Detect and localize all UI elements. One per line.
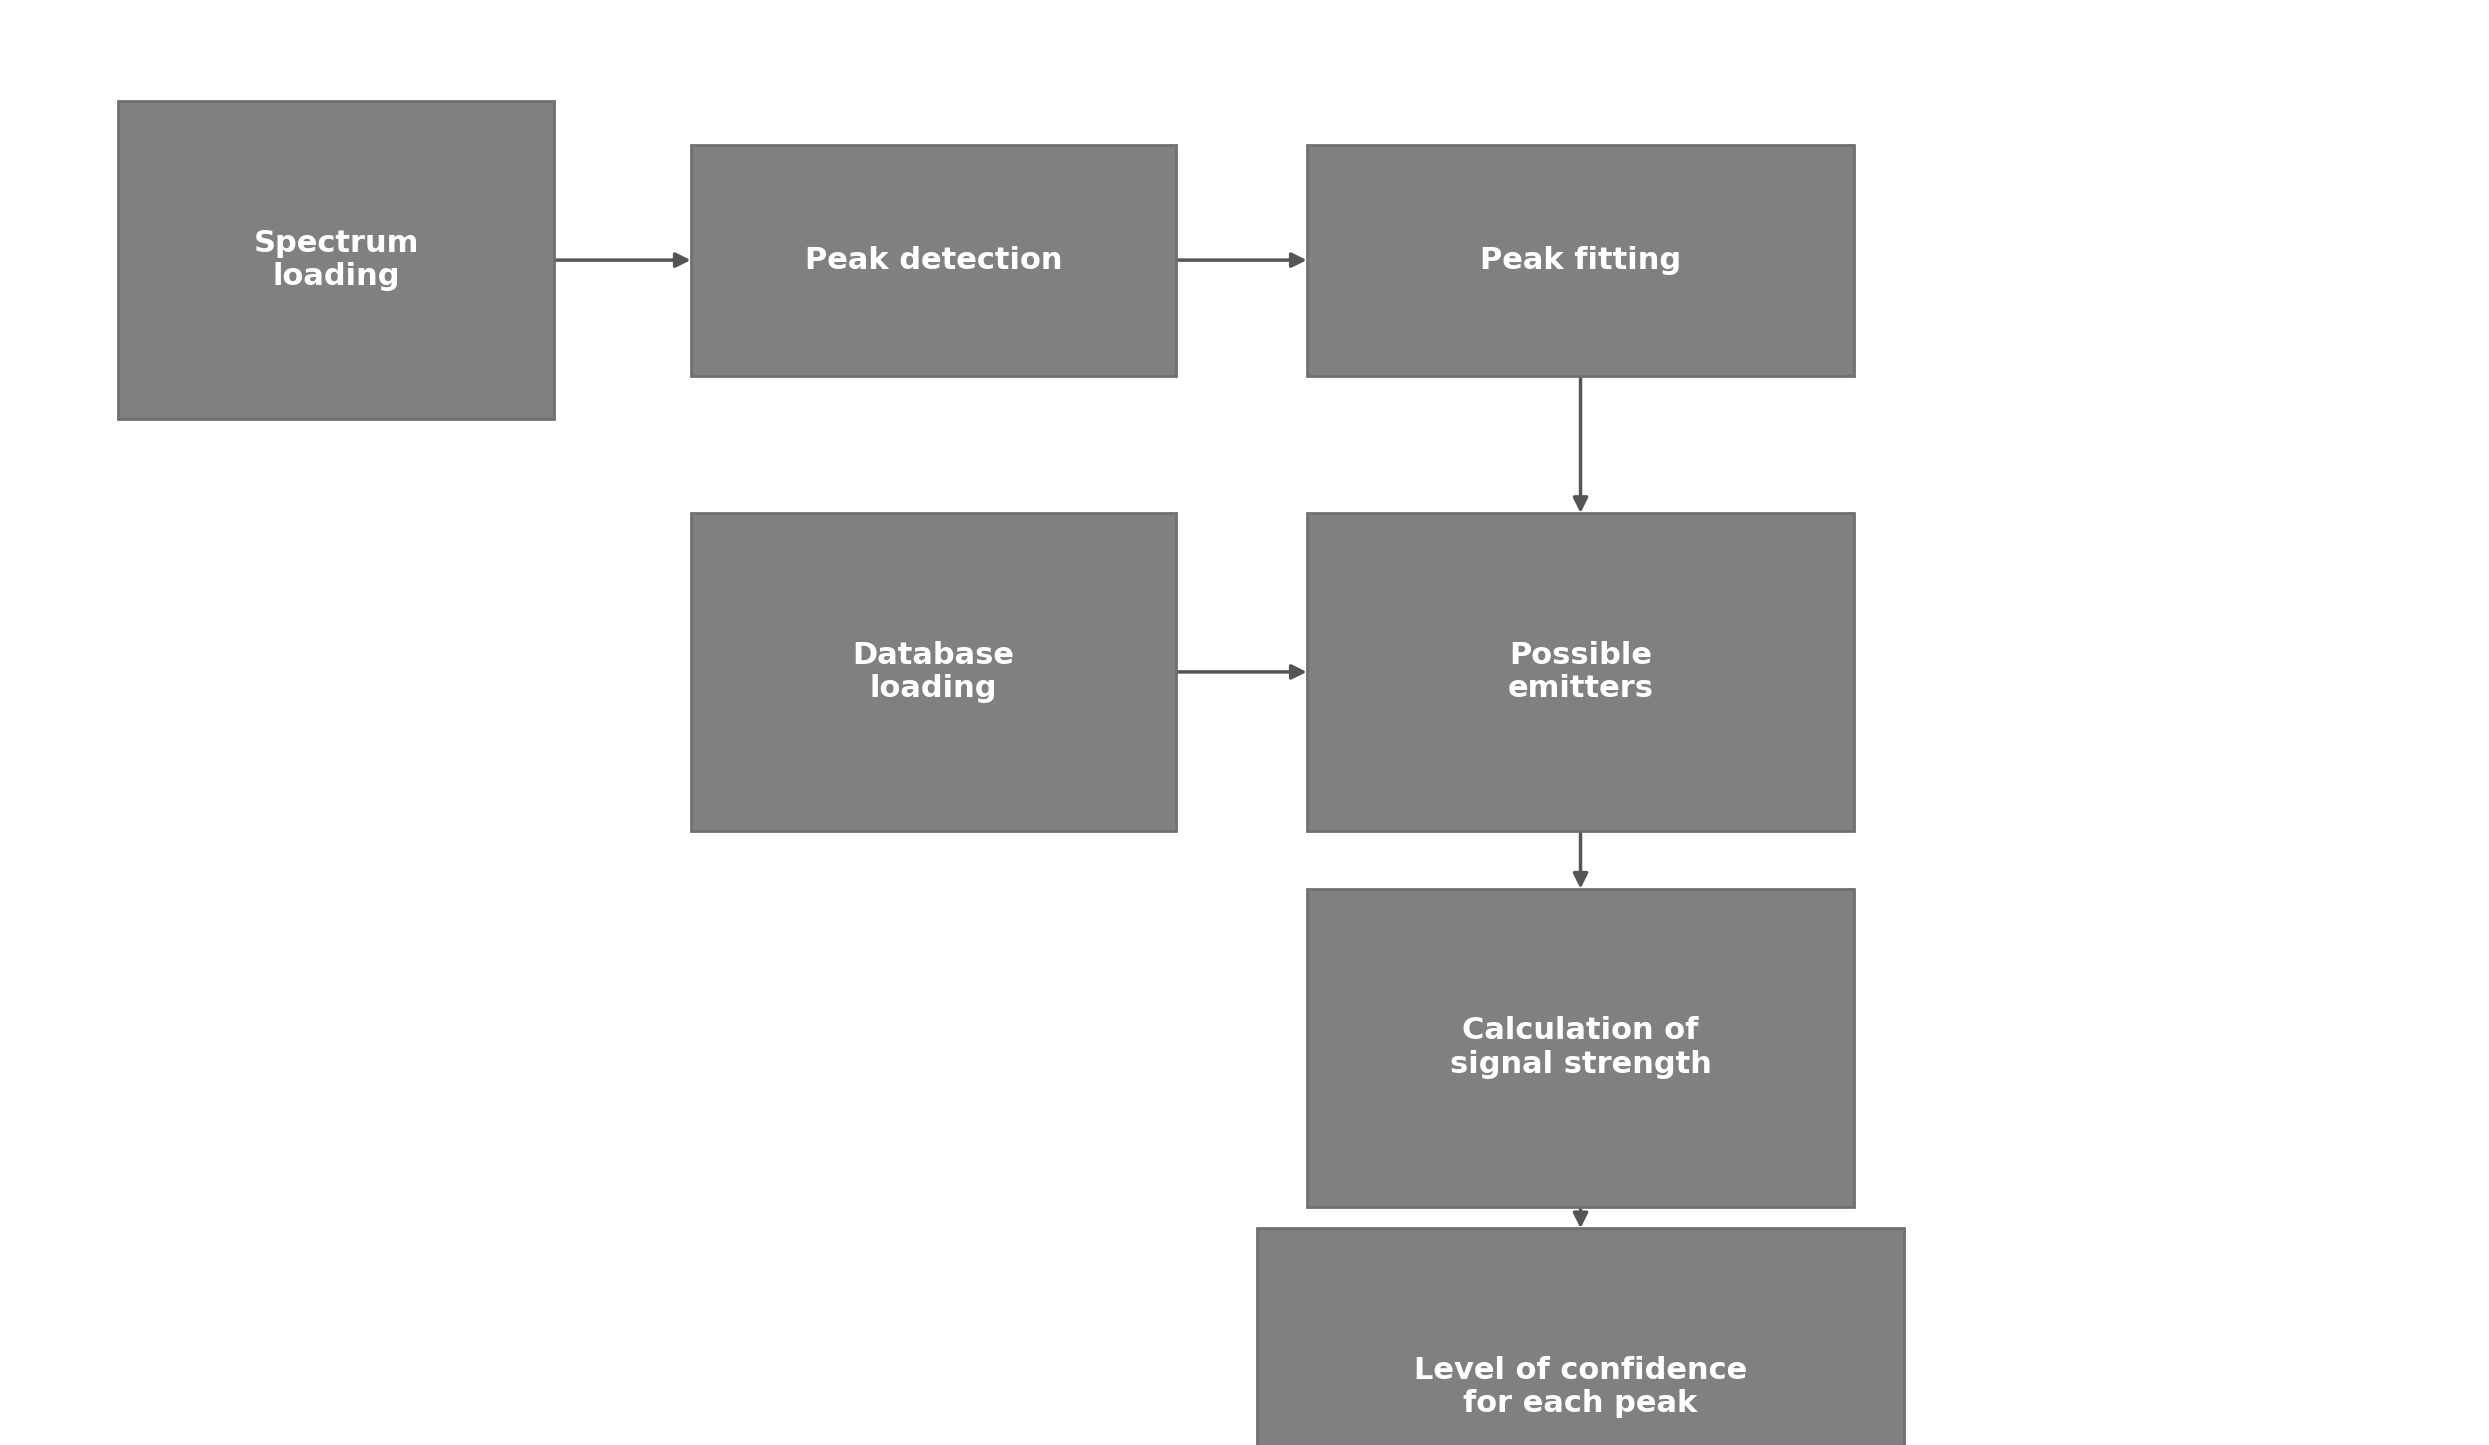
FancyBboxPatch shape [1307, 889, 1854, 1207]
Text: Spectrum
loading: Spectrum loading [254, 228, 418, 292]
FancyBboxPatch shape [689, 144, 1175, 376]
FancyBboxPatch shape [119, 101, 553, 419]
Text: Peak detection: Peak detection [804, 246, 1063, 275]
Text: Database
loading: Database loading [851, 640, 1016, 704]
Text: Possible
emitters: Possible emitters [1508, 640, 1653, 704]
FancyBboxPatch shape [689, 513, 1175, 831]
Text: Level of confidence
for each peak: Level of confidence for each peak [1414, 1355, 1747, 1419]
FancyBboxPatch shape [1307, 144, 1854, 376]
Text: Peak fitting: Peak fitting [1481, 246, 1680, 275]
FancyBboxPatch shape [1307, 513, 1854, 831]
FancyBboxPatch shape [1257, 1228, 1904, 1445]
Text: Calculation of
signal strength: Calculation of signal strength [1449, 1016, 1712, 1079]
